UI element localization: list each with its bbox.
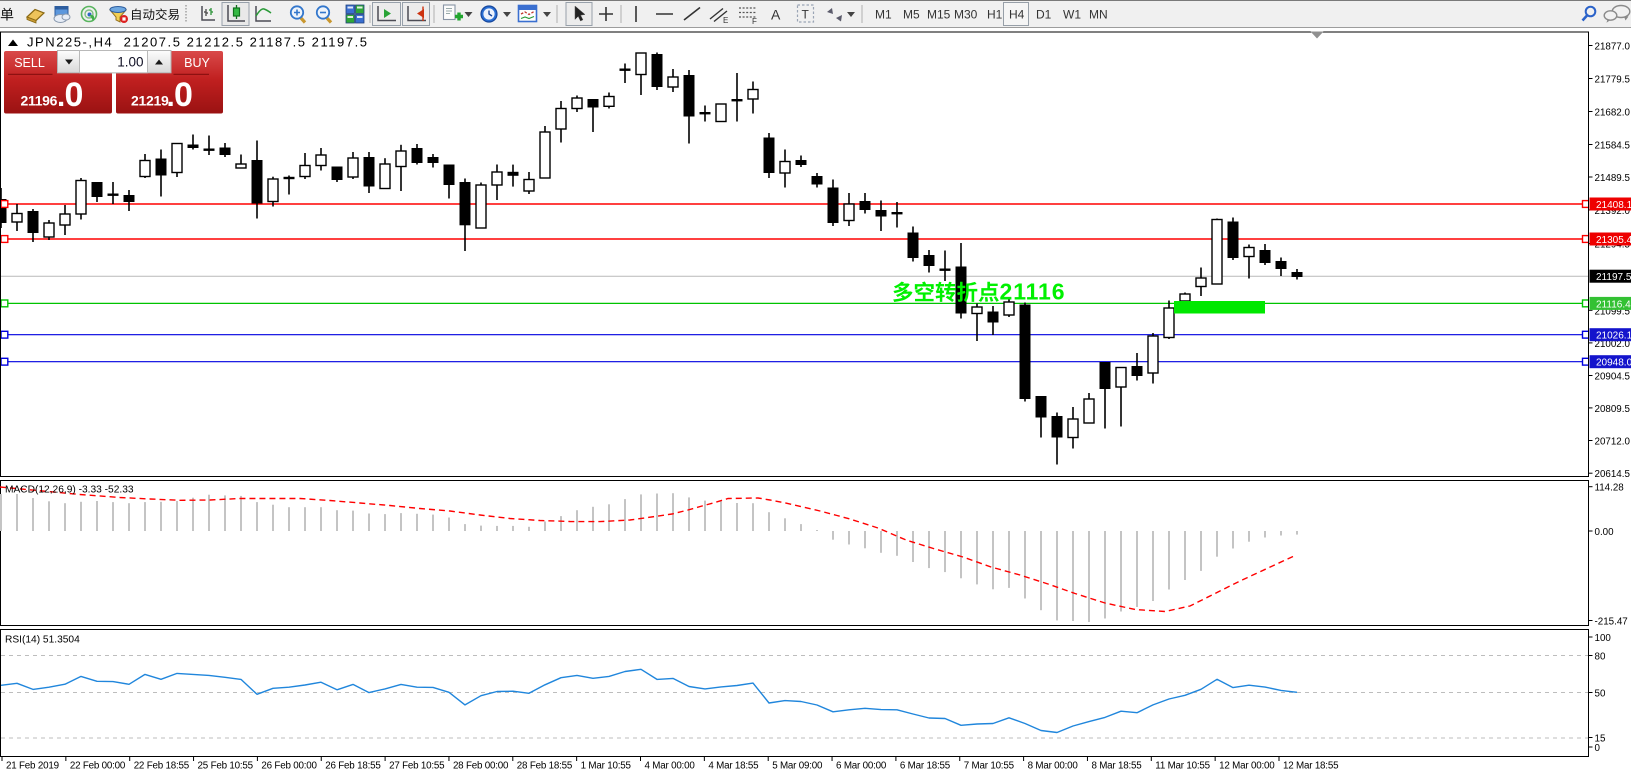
svg-text:28 Feb 18:55: 28 Feb 18:55 bbox=[517, 761, 573, 772]
svg-text:28 Feb 00:00: 28 Feb 00:00 bbox=[453, 761, 509, 772]
svg-text:20809.5: 20809.5 bbox=[1595, 404, 1631, 415]
svg-text:20948.0: 20948.0 bbox=[1596, 358, 1631, 369]
svg-text:26 Feb 00:00: 26 Feb 00:00 bbox=[261, 761, 317, 772]
svg-text:F: F bbox=[752, 17, 757, 26]
svg-text:22 Feb 00:00: 22 Feb 00:00 bbox=[70, 761, 126, 772]
svg-text:W1: W1 bbox=[1063, 8, 1081, 22]
svg-text:7 Mar 10:55: 7 Mar 10:55 bbox=[964, 761, 1015, 772]
svg-text:H4: H4 bbox=[1009, 8, 1025, 22]
svg-text:1 Mar 10:55: 1 Mar 10:55 bbox=[581, 761, 632, 772]
svg-text:4 Mar 18:55: 4 Mar 18:55 bbox=[708, 761, 759, 772]
svg-text:12 Mar 00:00: 12 Mar 00:00 bbox=[1219, 761, 1275, 772]
svg-text:JPN225-,H4 21207.5 21212.5 21: JPN225-,H4 21207.5 21212.5 21187.5 21197… bbox=[27, 35, 369, 50]
svg-text:12 Mar 18:55: 12 Mar 18:55 bbox=[1283, 761, 1339, 772]
svg-text:0: 0 bbox=[65, 76, 84, 114]
svg-text:E: E bbox=[723, 16, 728, 25]
svg-text:21779.5: 21779.5 bbox=[1595, 75, 1631, 86]
svg-text:RSI(14) 51.3504: RSI(14) 51.3504 bbox=[5, 635, 80, 646]
svg-text:114.28: 114.28 bbox=[1595, 483, 1625, 494]
svg-text:M5: M5 bbox=[903, 8, 920, 22]
svg-text:11 Mar 10:55: 11 Mar 10:55 bbox=[1155, 761, 1210, 772]
svg-text:4 Mar 00:00: 4 Mar 00:00 bbox=[645, 761, 696, 772]
svg-text:M15: M15 bbox=[927, 8, 951, 22]
svg-text:D1: D1 bbox=[1036, 8, 1052, 22]
svg-text:21116.4: 21116.4 bbox=[1596, 299, 1631, 310]
svg-text:A: A bbox=[771, 7, 781, 23]
svg-text:21219: 21219 bbox=[131, 93, 169, 109]
svg-text:21002.0: 21002.0 bbox=[1595, 339, 1631, 350]
svg-text:100: 100 bbox=[1595, 633, 1612, 644]
svg-text:8 Mar 18:55: 8 Mar 18:55 bbox=[1091, 761, 1142, 772]
svg-text:21682.0: 21682.0 bbox=[1595, 108, 1631, 119]
svg-text:M1: M1 bbox=[875, 8, 892, 22]
svg-text:26 Feb 18:55: 26 Feb 18:55 bbox=[325, 761, 381, 772]
svg-text:MN: MN bbox=[1089, 8, 1108, 22]
svg-text:21877.0: 21877.0 bbox=[1595, 42, 1631, 53]
svg-text:20614.5: 20614.5 bbox=[1595, 469, 1631, 480]
svg-text:0: 0 bbox=[174, 76, 193, 114]
svg-text:21392.0: 21392.0 bbox=[1595, 206, 1631, 217]
svg-text:21489.5: 21489.5 bbox=[1595, 173, 1631, 184]
svg-text:50: 50 bbox=[1595, 689, 1606, 700]
svg-text:-215.47: -215.47 bbox=[1595, 617, 1628, 628]
svg-text:8 Mar 00:00: 8 Mar 00:00 bbox=[1028, 761, 1079, 772]
svg-text:20904.5: 20904.5 bbox=[1595, 372, 1631, 383]
svg-text:0: 0 bbox=[1595, 743, 1601, 754]
svg-text:21584.5: 21584.5 bbox=[1595, 141, 1631, 152]
svg-text:6 Mar 18:55: 6 Mar 18:55 bbox=[900, 761, 951, 772]
svg-text:21116: 21116 bbox=[1000, 279, 1066, 305]
svg-text:25 Feb 10:55: 25 Feb 10:55 bbox=[198, 761, 254, 772]
svg-text:27 Feb 10:55: 27 Feb 10:55 bbox=[389, 761, 445, 772]
svg-text:21196: 21196 bbox=[21, 93, 58, 109]
svg-text:MACD(12,26,9) -3.33 -52.33: MACD(12,26,9) -3.33 -52.33 bbox=[5, 485, 134, 496]
svg-text:21197.5: 21197.5 bbox=[1596, 272, 1631, 283]
svg-text:6 Mar 00:00: 6 Mar 00:00 bbox=[836, 761, 887, 772]
svg-text:21026.1: 21026.1 bbox=[1596, 331, 1631, 342]
svg-text:20712.0: 20712.0 bbox=[1595, 437, 1631, 448]
svg-text:BUY: BUY bbox=[184, 56, 210, 70]
svg-text:80: 80 bbox=[1595, 652, 1606, 663]
svg-text:H1: H1 bbox=[987, 8, 1003, 22]
svg-text:21408.1: 21408.1 bbox=[1596, 200, 1631, 211]
svg-text:M30: M30 bbox=[954, 8, 978, 22]
svg-text:21305.4: 21305.4 bbox=[1596, 235, 1631, 246]
svg-text:T: T bbox=[802, 8, 810, 22]
svg-text:5 Mar 09:00: 5 Mar 09:00 bbox=[772, 761, 823, 772]
svg-text:21099.5: 21099.5 bbox=[1595, 306, 1631, 317]
svg-text:0.00: 0.00 bbox=[1595, 527, 1615, 538]
svg-text:22 Feb 18:55: 22 Feb 18:55 bbox=[134, 761, 190, 772]
svg-text:15: 15 bbox=[1595, 734, 1606, 745]
svg-text:SELL: SELL bbox=[14, 56, 45, 70]
svg-text:21 Feb 2019: 21 Feb 2019 bbox=[6, 761, 59, 772]
svg-text:1.00: 1.00 bbox=[117, 55, 143, 70]
